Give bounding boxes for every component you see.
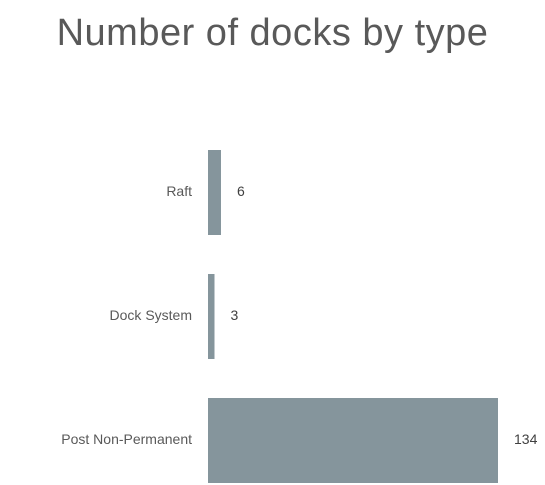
bar-post-non-permanent [208,398,498,483]
chart-title: Number of docks by type [56,12,489,54]
category-label-raft: Raft [166,183,192,199]
value-label-raft: 6 [237,183,245,199]
bars-group [208,150,498,483]
category-label-dock-system: Dock System [110,307,192,323]
value-labels-group: 6 3 134 [230,183,537,447]
category-labels-group: Raft Dock System Post Non-Permanent [61,183,192,447]
bar-raft [208,150,221,235]
category-label-post-non-permanent: Post Non-Permanent [61,431,192,447]
value-label-post-non-permanent: 134 [514,431,538,447]
bar-dock-system [208,274,215,359]
value-label-dock-system: 3 [230,307,238,323]
